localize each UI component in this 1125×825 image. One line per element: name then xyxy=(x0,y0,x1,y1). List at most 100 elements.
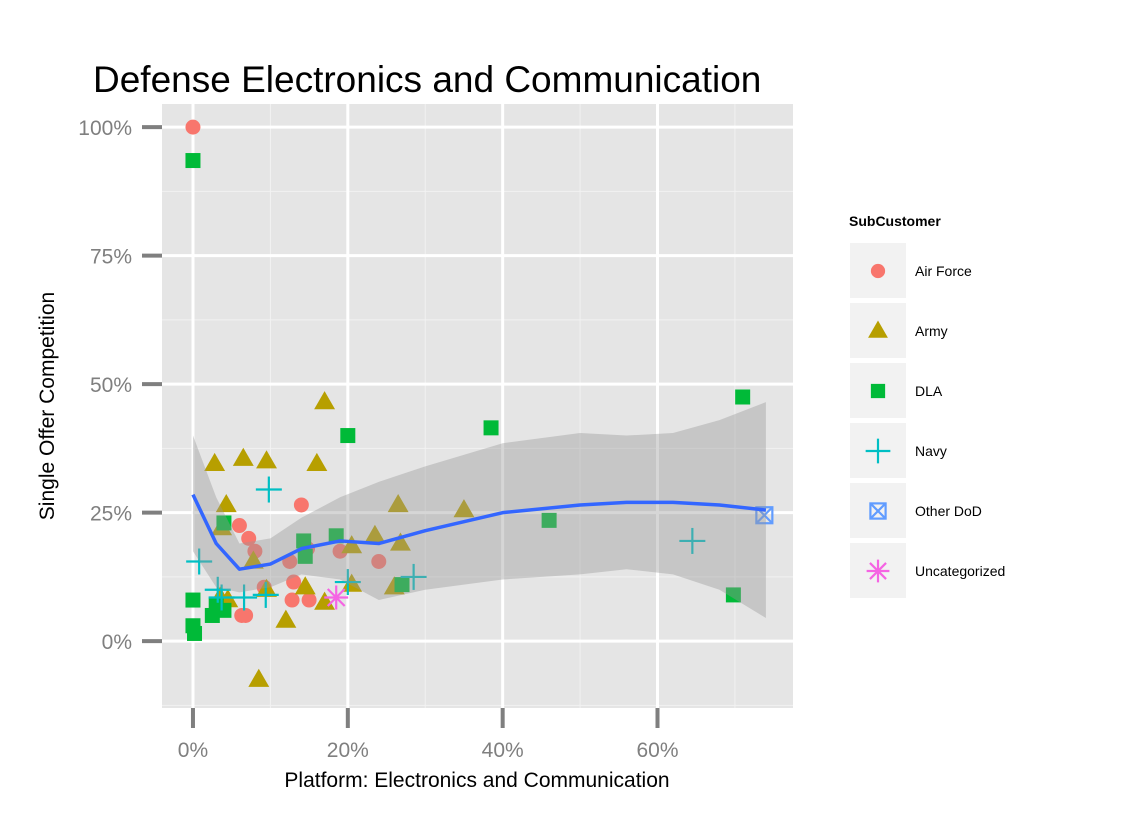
data-point-navy xyxy=(334,569,361,596)
marker-box-diag xyxy=(869,502,887,520)
legend-item-other-dod: Other DoD xyxy=(850,483,982,538)
data-point-air-force xyxy=(332,543,348,559)
data-point-army xyxy=(314,391,336,410)
marker-triangle xyxy=(453,499,475,518)
marker-square xyxy=(541,512,557,528)
y-tick-label: 25% xyxy=(90,503,132,526)
marker-square xyxy=(216,515,232,531)
confidence-ribbon xyxy=(192,402,766,619)
legend-item-dla: DLA xyxy=(850,363,943,418)
data-point-navy xyxy=(208,584,235,611)
axes: 0% 20% 40% 60% 0% 25% 50% 75% 100% xyxy=(78,117,678,762)
data-point-dla xyxy=(216,602,232,618)
data-point-navy xyxy=(186,548,213,575)
data-point-dla xyxy=(216,515,232,531)
marker-square xyxy=(296,533,312,549)
grid-lines xyxy=(162,104,793,708)
marker-triangle xyxy=(232,447,254,466)
marker-triangle xyxy=(294,576,316,595)
data-point-army xyxy=(232,447,254,466)
legend-key-army xyxy=(868,320,888,338)
marker-square xyxy=(185,153,201,169)
marker-square xyxy=(187,625,203,641)
marker-asterisk-ray xyxy=(869,562,887,580)
y-tick-label: 0% xyxy=(102,631,132,654)
data-point-army xyxy=(242,550,264,569)
legend-label: Army xyxy=(915,323,948,339)
data-point-navy xyxy=(400,563,427,590)
data-point-army xyxy=(341,535,363,554)
x-tick-label: 40% xyxy=(482,739,524,762)
marker-square xyxy=(297,548,313,564)
data-point-dla xyxy=(541,512,557,528)
marker-triangle xyxy=(248,668,270,687)
x-axis-label: Platform: Electronics and Communication xyxy=(284,769,669,792)
marker-triangle xyxy=(306,452,328,471)
data-point-navy xyxy=(255,476,282,503)
y-tick-label: 50% xyxy=(90,374,132,397)
marker-circle xyxy=(293,497,309,513)
legend-item-navy: Navy xyxy=(850,423,947,478)
legend-label: Navy xyxy=(915,443,947,459)
data-point-navy xyxy=(679,527,706,554)
marker-triangle xyxy=(341,535,363,554)
marker-circle xyxy=(870,263,886,279)
marker-triangle xyxy=(275,609,297,628)
data-point-army xyxy=(256,450,277,469)
legend-items: Air Force Army DLA Navy Other DoD Uncategoriz… xyxy=(850,243,1005,598)
data-point-uncategorized xyxy=(324,585,349,610)
marker-circle xyxy=(301,592,317,608)
data-point-air-force xyxy=(301,592,317,608)
marker-triangle xyxy=(387,493,409,513)
marker-circle xyxy=(241,530,257,546)
data-point-army xyxy=(248,668,270,687)
x-tick-label: 20% xyxy=(327,739,369,762)
marker-box xyxy=(869,502,887,520)
marker-triangle xyxy=(215,493,237,513)
legend-key-other-dod xyxy=(869,502,887,520)
data-point-navy xyxy=(252,581,279,608)
data-point-air-force xyxy=(371,553,387,569)
smooth-trend-line xyxy=(191,493,767,571)
data-point-army xyxy=(306,452,328,471)
marker-box xyxy=(755,506,774,525)
data-point-air-force xyxy=(241,530,257,546)
y-tick-label: 75% xyxy=(90,246,132,269)
y-axis-label: Single Offer Competition xyxy=(36,292,59,520)
data-point-air-force xyxy=(284,592,300,608)
marker-circle xyxy=(185,119,201,135)
data-point-army xyxy=(215,493,237,513)
data-point-navy xyxy=(231,584,258,611)
legend-label: DLA xyxy=(915,383,943,399)
legend-key-uncategorized xyxy=(866,559,890,583)
marker-square xyxy=(340,428,356,444)
legend-item-army: Army xyxy=(850,303,948,358)
legend-item-uncategorized: Uncategorized xyxy=(850,543,1005,598)
data-point-air-force xyxy=(293,497,309,513)
marker-asterisk-ray xyxy=(326,588,346,607)
marker-square xyxy=(185,592,201,608)
data-point-dla xyxy=(735,389,751,405)
marker-square xyxy=(735,389,751,405)
data-point-dla xyxy=(187,625,203,641)
marker-box-diag xyxy=(755,506,774,525)
marker-circle xyxy=(284,592,300,608)
data-point-air-force xyxy=(286,574,302,590)
chart-title: Defense Electronics and Communication xyxy=(93,59,761,100)
legend-key-dla xyxy=(870,383,886,399)
data-point-dla xyxy=(340,428,356,444)
data-point-army xyxy=(387,493,409,513)
marker-circle xyxy=(286,574,302,590)
data-point-dla xyxy=(185,592,201,608)
marker-triangle xyxy=(314,391,336,410)
x-tick-label: 60% xyxy=(636,739,678,762)
legend-label: Uncategorized xyxy=(915,563,1005,579)
y-tick-label: 100% xyxy=(78,117,132,140)
marker-triangle xyxy=(256,450,277,469)
marker-triangle xyxy=(364,524,386,543)
data-point-dla xyxy=(483,420,499,436)
marker-square xyxy=(725,587,741,603)
marker-circle xyxy=(231,518,247,534)
data-point-army xyxy=(364,524,386,543)
marker-triangle xyxy=(242,550,264,569)
